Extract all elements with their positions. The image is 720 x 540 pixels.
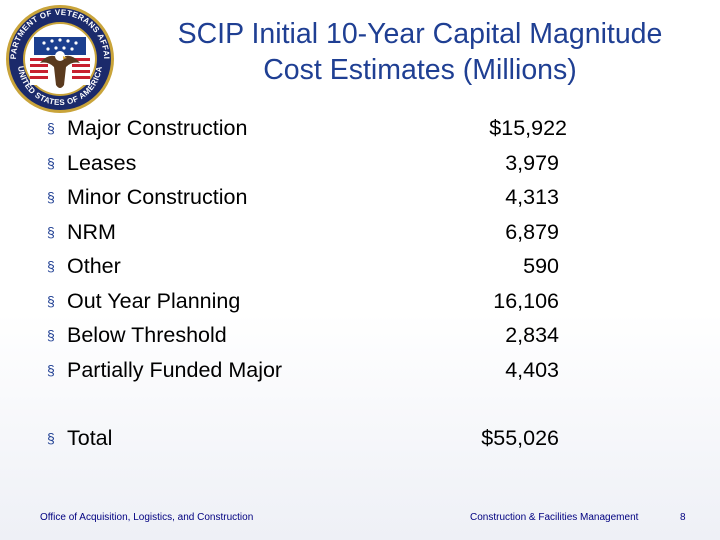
cost-estimate-list: § Major Construction $15,922 § Leases 3,… [47,111,567,387]
list-item: § NRM 6,879 [47,215,567,250]
list-item: § Below Threshold 2,834 [47,318,567,353]
title-line-2: Cost Estimates (Millions) [263,54,577,86]
bullet-icon: § [47,258,55,274]
list-item: § Out Year Planning 16,106 [47,284,567,319]
item-value: 4,313 [505,185,559,209]
title-line-1: SCIP Initial 10-Year Capital Magnitude [177,18,663,50]
item-label: Other [67,254,121,278]
bullet-icon: § [47,154,55,171]
total-row: § Total $55,026 [47,421,567,456]
item-value: 3,979 [505,150,559,175]
item-value: 2,834 [505,323,559,347]
bullet-icon: § [47,223,55,240]
bullet-icon: § [47,120,55,136]
footer-department: Construction & Facilities Management [470,512,639,523]
list-item: § Other 590 [47,249,567,284]
page-number: 8 [680,512,686,523]
item-label: Minor Construction [67,185,248,209]
list-item-total: § Total $55,026 [47,421,567,456]
list-item: § Partially Funded Major 4,403 [47,353,567,388]
item-value: 16,106 [493,288,559,313]
bullet-icon: § [47,361,55,378]
item-value: 4,403 [505,357,559,382]
bullet-icon: § [47,327,55,343]
item-label: Major Construction [67,116,248,140]
item-value: $15,922 [489,116,567,140]
list-item: § Major Construction $15,922 [47,111,567,146]
list-item: § Minor Construction 4,313 [47,180,567,215]
total-label: Total [67,426,113,450]
bullet-icon: § [47,430,55,446]
item-label: NRM [67,219,116,244]
total-value: $55,026 [481,426,559,450]
footer-office: Office of Acquisition, Logistics, and Co… [40,512,254,523]
item-label: Partially Funded Major [67,357,283,382]
item-value: 590 [523,254,559,278]
item-value: 6,879 [505,219,559,244]
list-item: § Leases 3,979 [47,146,567,181]
page-title: SCIP Initial 10-Year Capital Magnitude C… [120,16,720,88]
item-label: Out Year Planning [67,288,241,313]
va-seal-icon: DEPARTMENT OF VETERANS AFFAIRS UNITED ST… [4,3,114,113]
bullet-icon: § [47,292,55,309]
bullet-icon: § [47,189,55,205]
item-label: Leases [67,150,137,175]
item-label: Below Threshold [67,323,227,347]
